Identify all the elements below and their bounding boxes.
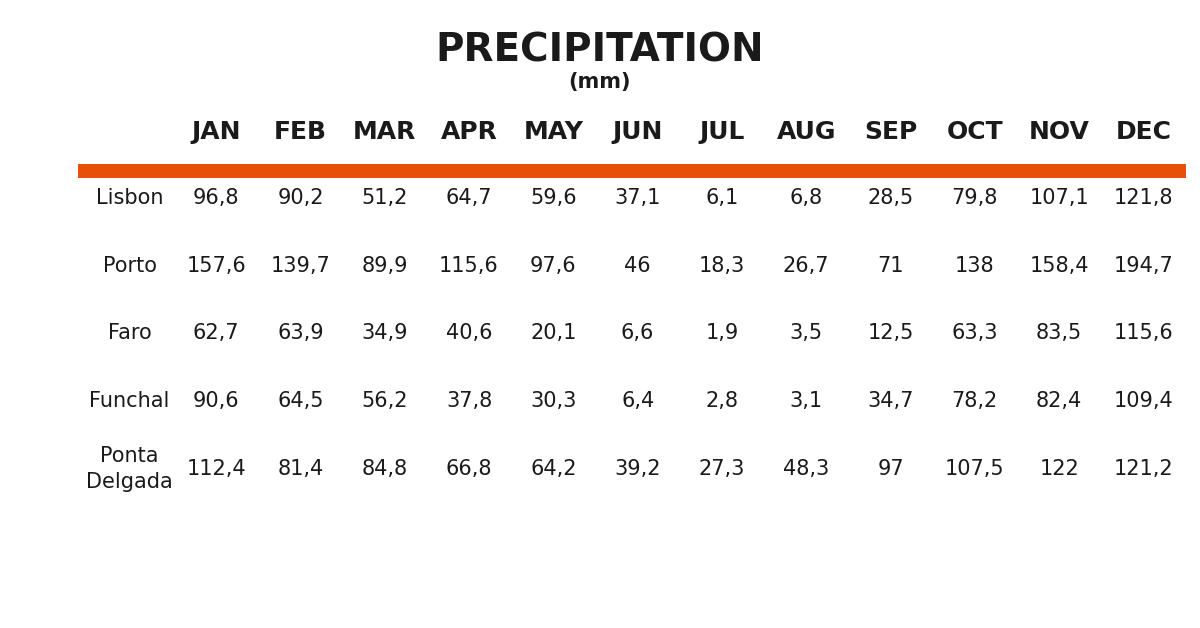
Text: JAN: JAN (192, 120, 241, 144)
Text: 138: 138 (955, 256, 995, 276)
Text: 6,8: 6,8 (790, 188, 823, 208)
Text: 6,4: 6,4 (622, 391, 654, 411)
Text: MAR: MAR (353, 120, 416, 144)
Text: SEP: SEP (864, 120, 917, 144)
Text: APR: APR (440, 120, 498, 144)
Text: 30,3: 30,3 (530, 391, 576, 411)
Text: 66,8: 66,8 (446, 459, 492, 479)
Text: 34,7: 34,7 (868, 391, 913, 411)
Text: Funchal: Funchal (90, 391, 169, 411)
Text: 6,1: 6,1 (706, 188, 738, 208)
Text: 90,2: 90,2 (277, 188, 324, 208)
Text: 97,6: 97,6 (530, 256, 577, 276)
Text: 64,2: 64,2 (530, 459, 577, 479)
Text: 115,6: 115,6 (1114, 323, 1174, 344)
Text: Lisbon: Lisbon (96, 188, 163, 208)
Text: 107,1: 107,1 (1030, 188, 1088, 208)
Text: 107,5: 107,5 (946, 459, 1004, 479)
Text: 109,4: 109,4 (1114, 391, 1174, 411)
Text: 63,9: 63,9 (277, 323, 324, 344)
Text: 64,5: 64,5 (277, 391, 324, 411)
Text: 3,1: 3,1 (790, 391, 823, 411)
Text: 37,1: 37,1 (614, 188, 661, 208)
Text: Faro: Faro (108, 323, 151, 344)
Text: 27,3: 27,3 (698, 459, 745, 479)
Text: 63,3: 63,3 (952, 323, 998, 344)
Text: 34,9: 34,9 (361, 323, 408, 344)
Text: PRECIPITATION: PRECIPITATION (436, 31, 764, 69)
Text: 71: 71 (877, 256, 904, 276)
Text: FEB: FEB (274, 120, 326, 144)
Text: 1,9: 1,9 (706, 323, 738, 344)
Text: 51,2: 51,2 (361, 188, 408, 208)
Text: 26,7: 26,7 (784, 256, 829, 276)
Text: 3,5: 3,5 (790, 323, 823, 344)
Text: DEC: DEC (1116, 120, 1171, 144)
Text: 89,9: 89,9 (361, 256, 408, 276)
Text: MAY: MAY (523, 120, 583, 144)
Text: 90,6: 90,6 (193, 391, 240, 411)
Text: 64,7: 64,7 (446, 188, 492, 208)
Text: 121,8: 121,8 (1114, 188, 1174, 208)
Text: 18,3: 18,3 (698, 256, 745, 276)
Text: 122: 122 (1039, 459, 1079, 479)
Text: 115,6: 115,6 (439, 256, 499, 276)
Text: 158,4: 158,4 (1030, 256, 1088, 276)
Text: 97: 97 (877, 459, 904, 479)
Text: AUG: AUG (776, 120, 836, 144)
Text: 6,6: 6,6 (620, 323, 654, 344)
Text: 48,3: 48,3 (784, 459, 829, 479)
Text: 139,7: 139,7 (270, 256, 330, 276)
Text: 40,6: 40,6 (446, 323, 492, 344)
Text: OCT: OCT (947, 120, 1003, 144)
Text: 121,2: 121,2 (1114, 459, 1174, 479)
Text: 84,8: 84,8 (361, 459, 408, 479)
Text: 78,2: 78,2 (952, 391, 998, 411)
Text: 83,5: 83,5 (1036, 323, 1082, 344)
Text: NOV: NOV (1028, 120, 1090, 144)
Text: 81,4: 81,4 (277, 459, 324, 479)
Text: 112,4: 112,4 (186, 459, 246, 479)
Text: 62,7: 62,7 (193, 323, 239, 344)
Text: 79,8: 79,8 (952, 188, 998, 208)
Text: JUL: JUL (700, 120, 745, 144)
Text: 194,7: 194,7 (1114, 256, 1174, 276)
Text: 59,6: 59,6 (530, 188, 577, 208)
Text: 82,4: 82,4 (1036, 391, 1082, 411)
Text: 96,8: 96,8 (193, 188, 239, 208)
Text: 56,2: 56,2 (361, 391, 408, 411)
Text: JUN: JUN (612, 120, 662, 144)
Text: 20,1: 20,1 (530, 323, 576, 344)
Text: 157,6: 157,6 (186, 256, 246, 276)
Text: 46: 46 (624, 256, 650, 276)
Text: Porto: Porto (103, 256, 156, 276)
Text: (mm): (mm) (569, 72, 631, 92)
Text: 12,5: 12,5 (868, 323, 913, 344)
Text: 2,8: 2,8 (706, 391, 738, 411)
Text: 37,8: 37,8 (446, 391, 492, 411)
Text: 28,5: 28,5 (868, 188, 913, 208)
Text: 39,2: 39,2 (614, 459, 661, 479)
Text: Ponta
Delgada: Ponta Delgada (86, 446, 173, 492)
